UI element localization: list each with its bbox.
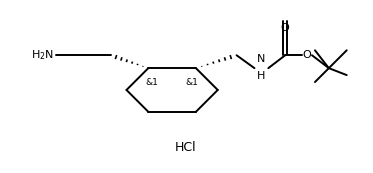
Text: H: H <box>257 71 266 81</box>
Text: &1: &1 <box>146 78 159 87</box>
Text: N: N <box>257 54 266 64</box>
Text: &1: &1 <box>185 78 198 87</box>
Text: H$_2$N: H$_2$N <box>31 48 54 62</box>
Text: O: O <box>303 50 311 60</box>
Text: HCl: HCl <box>175 141 197 154</box>
Text: O: O <box>281 24 289 33</box>
